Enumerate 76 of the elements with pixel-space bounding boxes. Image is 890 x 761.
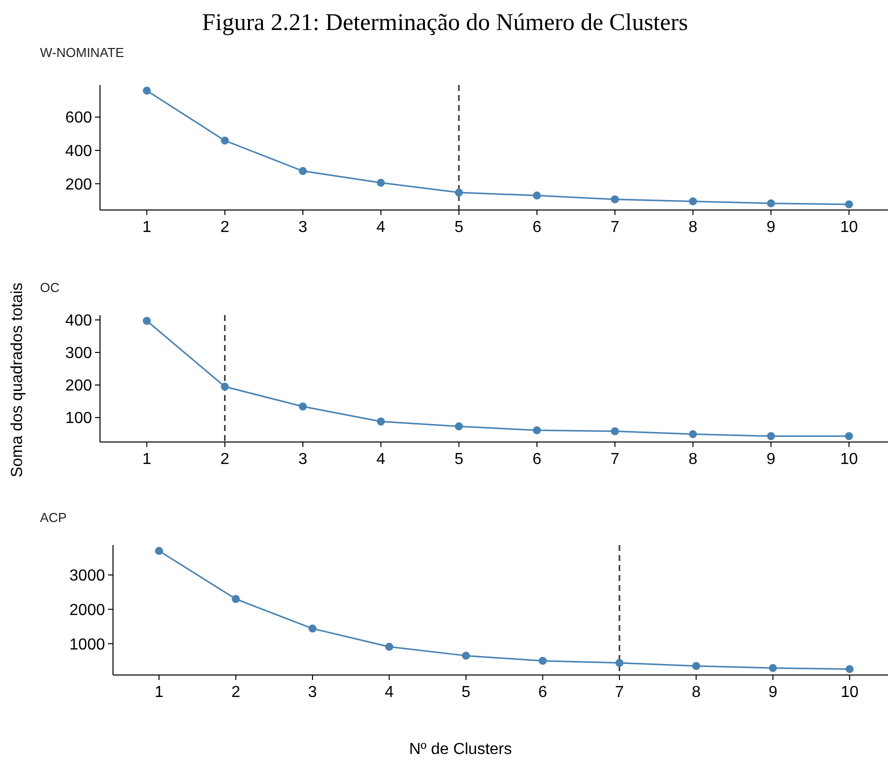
chart-title: W-NOMINATE <box>40 45 124 60</box>
point <box>220 136 229 145</box>
point <box>692 662 700 670</box>
y-tick-label: 400 <box>65 143 92 160</box>
x-tick-label: 10 <box>840 219 858 236</box>
y-tick-label: 600 <box>65 110 92 127</box>
point <box>155 546 164 555</box>
point <box>298 167 307 176</box>
x-tick-label: 8 <box>688 219 698 236</box>
x-tick-label: 1 <box>154 684 164 701</box>
x-axis-title: Nº de Clusters <box>409 741 512 758</box>
x-tick-label: 5 <box>454 219 464 236</box>
x-tick-label: 7 <box>610 219 620 236</box>
x-tick-label: 10 <box>840 451 858 468</box>
x-tick-label: 8 <box>692 684 701 701</box>
y-tick-label: 1000 <box>69 636 106 654</box>
point <box>220 382 229 391</box>
x-tick-label: 4 <box>376 219 386 236</box>
point <box>376 417 385 426</box>
x-tick-label: 7 <box>610 451 620 468</box>
y-tick-label: 100 <box>65 410 92 428</box>
x-tick-label: 3 <box>298 451 308 468</box>
x-tick-label: 7 <box>614 684 624 701</box>
point <box>454 422 463 430</box>
point <box>615 658 624 667</box>
point <box>385 642 394 651</box>
point <box>766 432 775 440</box>
x-tick-label: 4 <box>376 451 386 468</box>
x-tick-label: 1 <box>142 219 152 236</box>
x-tick-label: 2 <box>231 684 240 701</box>
x-tick-label: 5 <box>454 451 464 468</box>
y-tick-label: 400 <box>65 312 92 330</box>
x-tick-label: 2 <box>220 219 230 236</box>
x-tick-label: 10 <box>840 684 859 701</box>
text: Figura 2.21: Determinação do Número de Clusters <box>202 10 688 36</box>
point <box>308 624 317 633</box>
point <box>688 430 697 438</box>
point <box>532 426 541 434</box>
x-tick-label: 6 <box>532 451 542 468</box>
point <box>376 178 385 187</box>
point <box>688 197 697 206</box>
x-tick-label: 8 <box>688 451 698 468</box>
x-tick-label: 5 <box>462 684 471 701</box>
x-tick-label: 9 <box>768 684 778 701</box>
point <box>610 427 619 436</box>
point <box>610 195 619 204</box>
point <box>142 86 151 95</box>
y-tick-label: 3000 <box>69 568 106 585</box>
x-tick-label: 6 <box>538 684 548 701</box>
point <box>232 595 240 604</box>
chart-title: ACP <box>40 510 67 525</box>
point <box>462 652 470 660</box>
x-tick-label: 9 <box>766 219 776 236</box>
point <box>844 200 853 208</box>
y-tick-label: 200 <box>65 378 92 395</box>
x-tick-label: 1 <box>142 451 152 468</box>
y-axis-title: Soma dos quadrados totais <box>9 282 26 478</box>
x-tick-label: 9 <box>766 451 776 468</box>
point <box>844 432 853 440</box>
chart-title: OC <box>40 280 60 295</box>
point <box>846 665 854 674</box>
point <box>454 188 463 197</box>
point <box>142 316 151 325</box>
point <box>766 199 775 208</box>
x-tick-label: 3 <box>298 219 308 236</box>
y-tick-label: 300 <box>65 345 92 362</box>
x-tick-label: 2 <box>220 451 230 468</box>
point <box>538 656 547 665</box>
x-tick-label: 3 <box>308 684 318 701</box>
x-tick-label: 6 <box>532 219 542 236</box>
y-tick-label: 2000 <box>69 602 106 619</box>
point <box>298 402 307 411</box>
point <box>532 192 541 200</box>
point <box>768 664 777 672</box>
x-tick-label: 4 <box>384 684 394 701</box>
y-tick-label: 200 <box>65 176 92 194</box>
